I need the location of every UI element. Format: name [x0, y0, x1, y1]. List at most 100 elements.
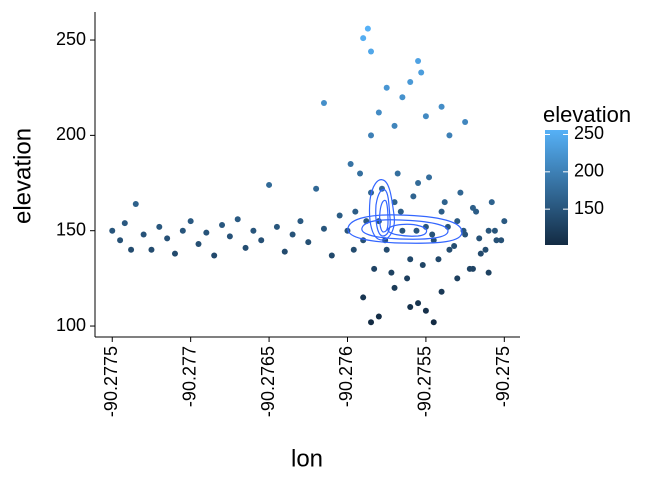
- point: [226, 233, 233, 240]
- colorbar-tick-label: 200: [574, 161, 604, 181]
- point: [438, 103, 445, 110]
- contour: [379, 199, 389, 233]
- point: [415, 180, 422, 187]
- point: [407, 78, 414, 85]
- point: [391, 122, 398, 129]
- point: [391, 284, 398, 291]
- x-tick-label: -90.275: [493, 346, 513, 407]
- point: [488, 199, 495, 206]
- point: [234, 216, 241, 223]
- colorbar-tick-label: 250: [574, 123, 604, 143]
- density-contours: [347, 179, 463, 244]
- point: [320, 225, 327, 232]
- point: [413, 227, 420, 234]
- point: [187, 218, 194, 225]
- point: [394, 170, 401, 177]
- point: [364, 25, 371, 32]
- point: [360, 35, 367, 42]
- point: [388, 269, 395, 276]
- point: [368, 48, 375, 55]
- point: [179, 227, 186, 234]
- point: [404, 275, 411, 282]
- point: [473, 208, 480, 215]
- point: [156, 223, 163, 230]
- point: [476, 235, 483, 242]
- contour: [361, 219, 449, 240]
- contour: [387, 223, 428, 237]
- point: [485, 227, 492, 234]
- point: [305, 239, 312, 246]
- point: [109, 227, 116, 234]
- point: [435, 256, 442, 263]
- point: [430, 319, 437, 326]
- point: [438, 288, 445, 295]
- point: [438, 208, 445, 215]
- y-axis-title: elevation: [9, 128, 36, 224]
- point: [501, 218, 508, 225]
- point: [419, 262, 426, 269]
- point: [281, 248, 288, 255]
- point: [297, 218, 304, 225]
- x-tick-label: -90.277: [179, 346, 199, 407]
- point: [407, 303, 414, 310]
- point: [148, 246, 155, 253]
- y-tick-label: 150: [56, 219, 86, 239]
- point: [482, 246, 489, 253]
- contour: [347, 214, 463, 244]
- point: [242, 244, 249, 251]
- contour: [368, 179, 395, 241]
- point: [132, 201, 139, 208]
- x-tick-label: -90.2775: [101, 346, 121, 417]
- point: [368, 319, 375, 326]
- point: [399, 227, 406, 234]
- legend-title: elevation: [543, 102, 631, 127]
- point: [422, 113, 429, 120]
- point: [429, 231, 436, 238]
- point: [383, 246, 390, 253]
- point: [117, 237, 124, 244]
- point: [368, 132, 375, 139]
- x-tick-label: -90.2755: [415, 346, 435, 417]
- x-tick-label: -90.2765: [258, 346, 278, 417]
- point: [397, 208, 404, 215]
- point: [360, 294, 367, 301]
- point: [347, 160, 354, 167]
- point: [250, 227, 257, 234]
- point: [407, 256, 414, 263]
- point: [266, 181, 273, 188]
- point: [415, 58, 422, 65]
- point: [336, 212, 343, 219]
- point: [320, 99, 327, 106]
- x-tick-label: -90.276: [336, 346, 356, 407]
- colorbar-tick-label: 150: [574, 198, 604, 218]
- y-tick-label: 100: [56, 315, 86, 335]
- point: [422, 307, 429, 314]
- point: [418, 69, 425, 76]
- point: [451, 242, 458, 249]
- point: [128, 246, 135, 253]
- point: [375, 109, 382, 116]
- point: [273, 223, 280, 230]
- point: [357, 170, 364, 177]
- point: [410, 193, 417, 200]
- point: [219, 221, 226, 228]
- point: [454, 275, 461, 282]
- point: [289, 231, 296, 238]
- point: [462, 119, 469, 126]
- point: [446, 132, 453, 139]
- y-tick-label: 200: [56, 124, 86, 144]
- point: [498, 237, 505, 244]
- point: [477, 250, 484, 257]
- point: [140, 231, 147, 238]
- point: [164, 235, 171, 242]
- point: [391, 199, 398, 206]
- point: [203, 229, 210, 236]
- point: [446, 246, 453, 253]
- point: [350, 246, 357, 253]
- point: [415, 300, 422, 307]
- point: [313, 185, 320, 192]
- point: [258, 237, 265, 244]
- point: [383, 84, 390, 91]
- point: [121, 220, 128, 227]
